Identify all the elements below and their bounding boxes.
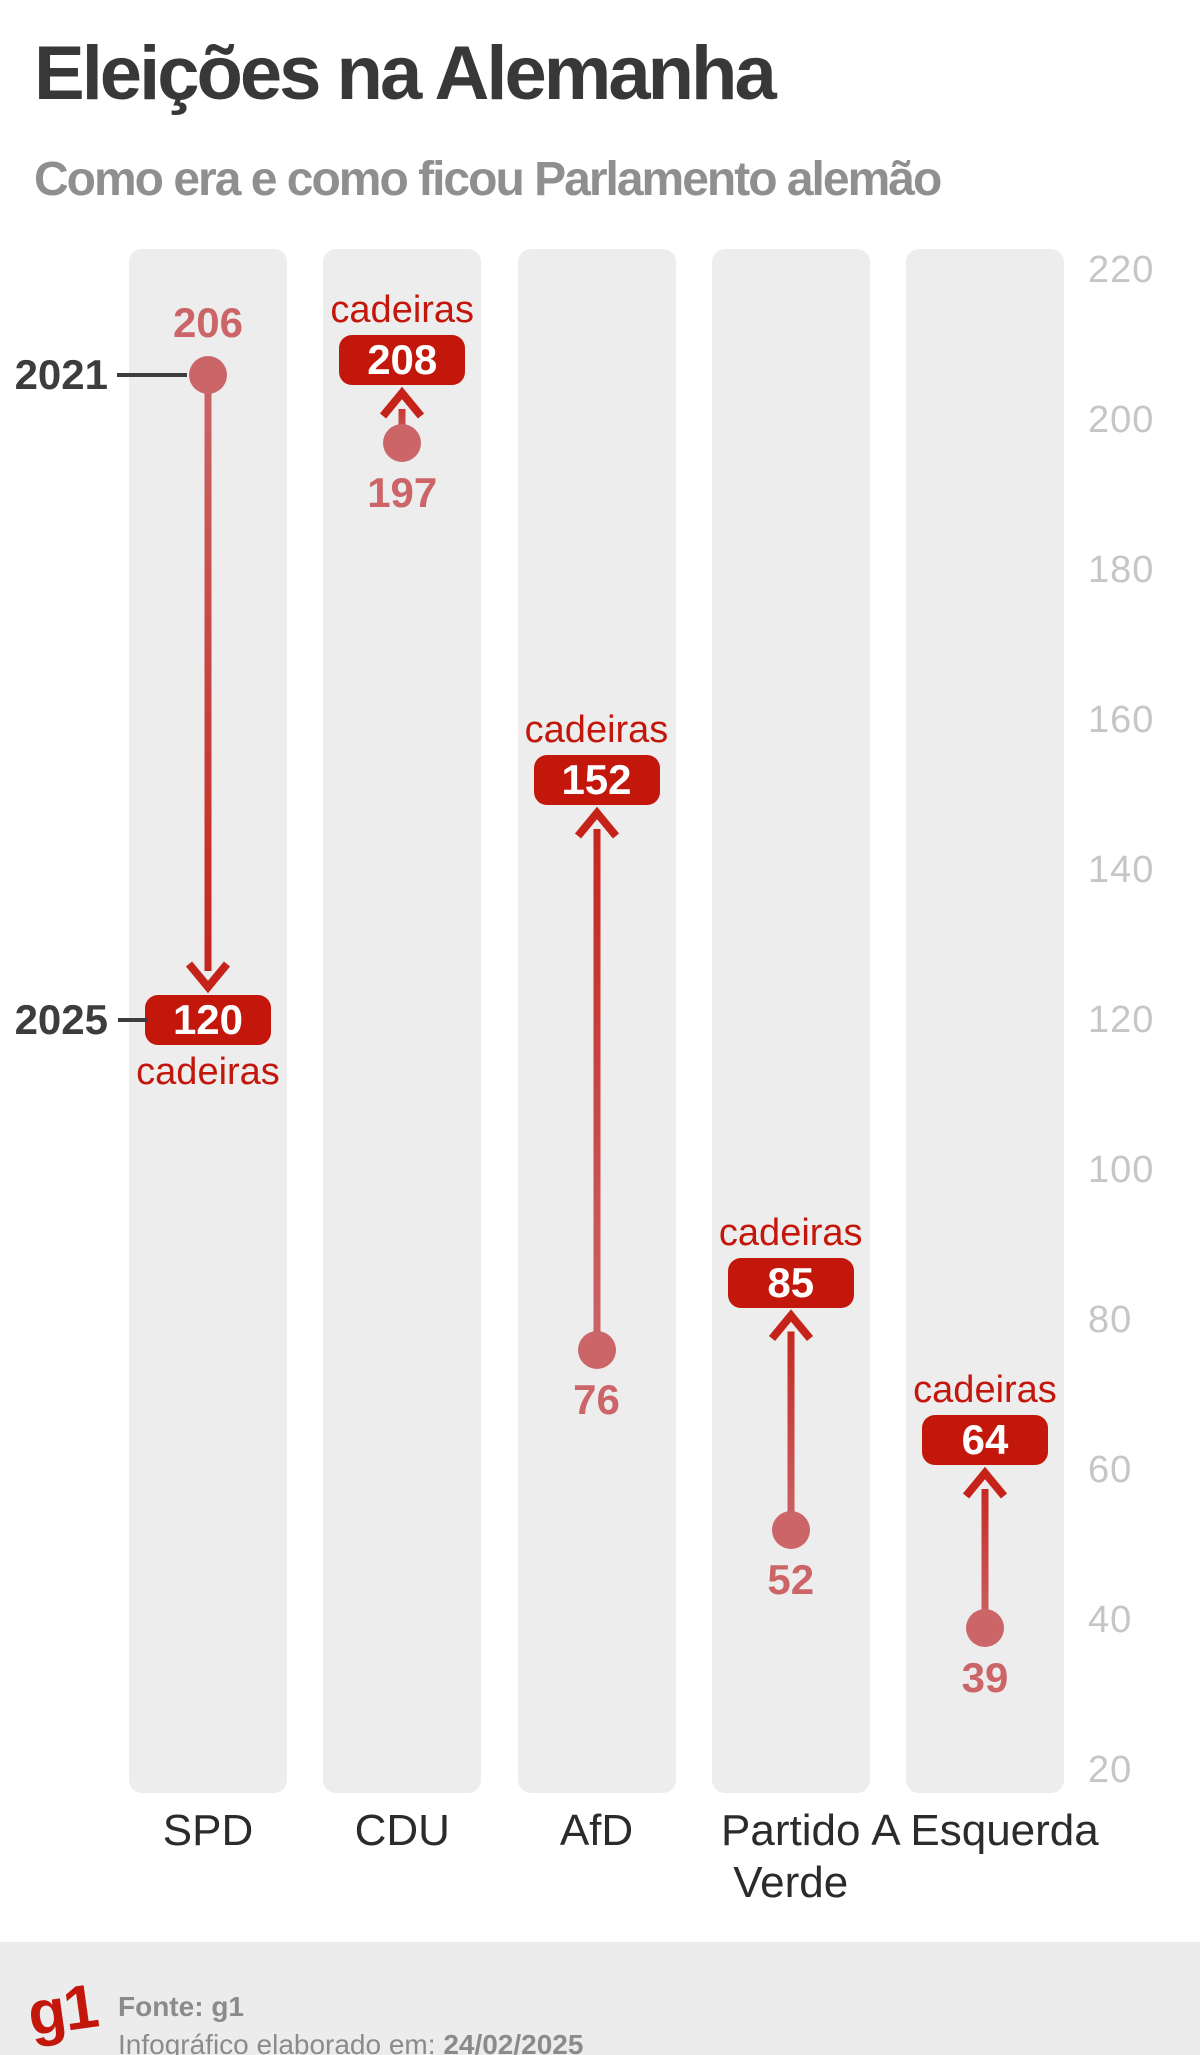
y-tick-80: 80 <box>1088 1299 1133 1341</box>
new-value-afd: 152 <box>561 756 632 803</box>
source-label: Fonte: <box>118 1991 204 2022</box>
arrow-spd <box>185 375 231 994</box>
page-title: Eleições na Alemanha <box>34 31 777 116</box>
new-value-cdu: 208 <box>367 336 438 383</box>
y-tick-60: 60 <box>1088 1449 1133 1491</box>
unit-label-partido-verde: cadeiras <box>718 1211 863 1254</box>
party-label-line: AfD <box>559 1806 634 1855</box>
unit-label-a-esquerda: cadeiras <box>913 1369 1057 1411</box>
seat-badge-a-esquerda: 64 <box>922 1415 1048 1465</box>
y-tick-120: 120 <box>1088 999 1155 1041</box>
old-value-cdu: 197 <box>367 468 438 516</box>
y-tick-20: 20 <box>1088 1749 1133 1791</box>
date-label: Infográfico elaborado em: <box>118 2029 436 2055</box>
party-label-a-esquerda: A Esquerda <box>865 1805 1105 1857</box>
y-tick-160: 160 <box>1088 699 1155 741</box>
unit-label-cdu: cadeiras <box>330 289 475 331</box>
old-value-spd: 206 <box>172 299 244 346</box>
footer <box>0 1942 1200 2055</box>
party-label-line: Verde <box>733 1858 849 1907</box>
seat-badge-spd: 120 <box>145 995 271 1045</box>
party-label-line: A Esquerda <box>871 1806 1099 1855</box>
party-label-afd: AfD <box>477 1805 717 1857</box>
old-value-a-esquerda: 39 <box>961 1653 1009 1701</box>
date-value: 24/02/2025 <box>443 2029 584 2055</box>
arrow-afd <box>574 806 619 1350</box>
seat-badge-afd: 152 <box>533 755 660 805</box>
page-subtitle: Como era e como ficou Parlamento alemão <box>34 153 942 206</box>
year-label-old: 2021 <box>14 351 108 398</box>
unit-label-spd: cadeiras <box>136 1051 280 1093</box>
g1-logo: g1 <box>23 1971 101 2050</box>
party-label-cdu: CDU <box>282 1805 522 1857</box>
y-tick-100: 100 <box>1088 1149 1155 1191</box>
old-dot-spd <box>189 356 227 394</box>
year-label-new: 2025 <box>14 996 108 1043</box>
old-value-afd: 76 <box>573 1376 620 1423</box>
column-cdu <box>323 249 482 1793</box>
new-value-partido-verde: 85 <box>767 1258 815 1306</box>
party-label-line: CDU <box>354 1806 450 1855</box>
footer-credits: Fonte: g1 Infográfico elaborado em: 24/0… <box>118 1988 583 2055</box>
new-value-spd: 120 <box>172 996 244 1043</box>
seat-badge-partido-verde: 85 <box>727 1257 854 1308</box>
old-dot-a-esquerda <box>966 1608 1004 1647</box>
y-tick-40: 40 <box>1088 1599 1133 1641</box>
party-label-line: SPD <box>162 1806 254 1855</box>
old-dot-cdu <box>383 423 422 462</box>
old-dot-partido-verde <box>771 1511 810 1549</box>
date-line: Infográfico elaborado em: 24/02/2025 <box>118 2026 583 2055</box>
party-label-partido-verde: Partido Verde <box>671 1805 911 1909</box>
seat-badge-cdu: 208 <box>339 335 466 385</box>
party-label-line: Partido <box>721 1806 861 1855</box>
old-value-partido-verde: 52 <box>767 1556 815 1603</box>
year-dash-old <box>117 373 187 377</box>
arrow-a-esquerda <box>962 1466 1008 1628</box>
unit-label-afd: cadeiras <box>524 709 669 751</box>
arrow-partido-verde <box>768 1309 813 1530</box>
y-tick-200: 200 <box>1088 399 1155 441</box>
source-line: Fonte: g1 <box>118 1988 583 2026</box>
y-tick-220: 220 <box>1088 249 1155 291</box>
year-dash-new <box>118 1018 148 1022</box>
y-tick-140: 140 <box>1088 849 1155 891</box>
old-dot-afd <box>577 1331 616 1369</box>
new-value-a-esquerda: 64 <box>961 1416 1009 1463</box>
y-tick-180: 180 <box>1088 549 1155 591</box>
party-label-spd: SPD <box>88 1805 328 1857</box>
source-value: g1 <box>211 1991 244 2022</box>
